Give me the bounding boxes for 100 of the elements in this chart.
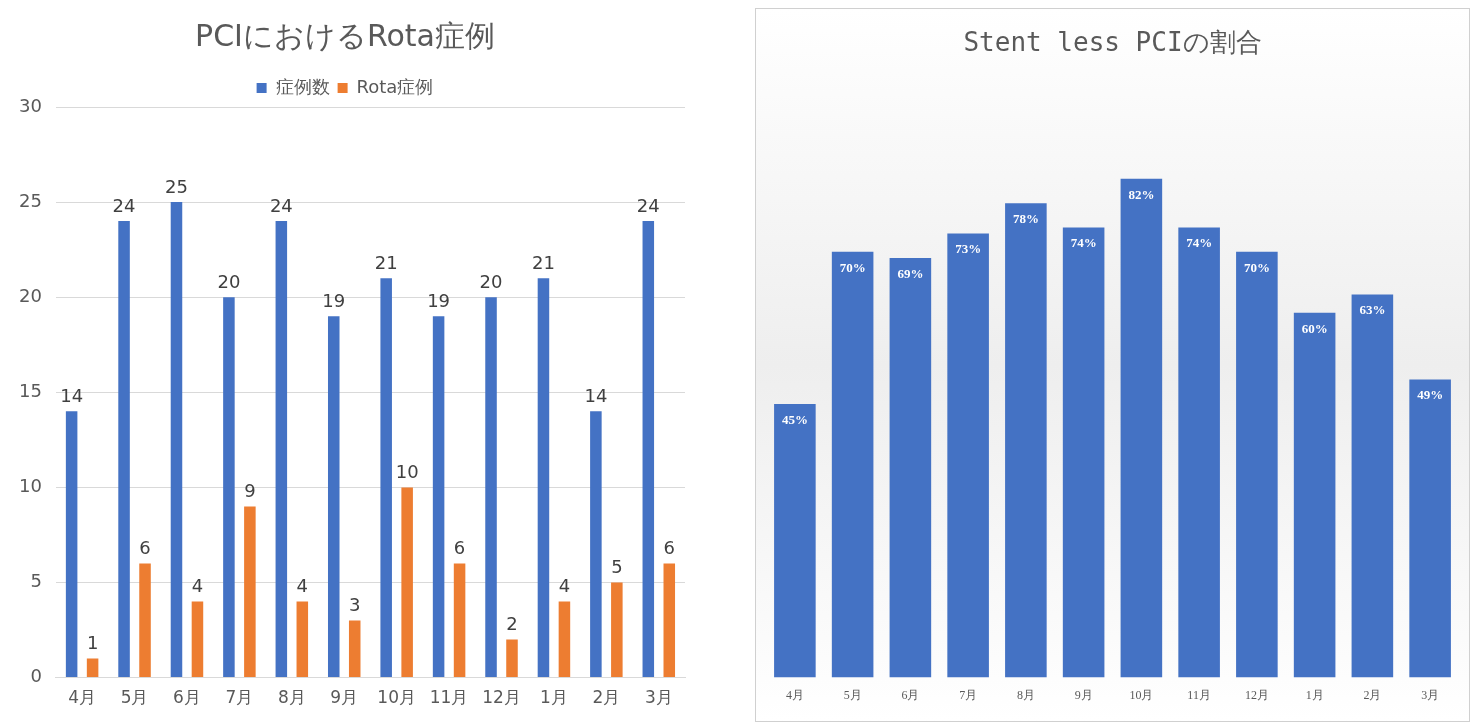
data-label: 14 (584, 384, 608, 406)
legend-label: Rota症例 (356, 75, 434, 97)
data-label: 73% (955, 241, 982, 257)
bar (1178, 227, 1220, 678)
y-tick-label: 0 (30, 665, 42, 687)
x-tick-label: 6月 (901, 687, 920, 702)
data-label: 70% (839, 259, 866, 275)
chart-title: PCIにおけるRota症例 (195, 17, 495, 53)
y-tick-label: 30 (19, 94, 42, 116)
y-tick-label: 20 (19, 284, 42, 306)
data-label: 63% (1359, 302, 1386, 318)
data-label: 78% (1012, 211, 1039, 227)
x-tick-label: 7月 (959, 687, 978, 702)
data-label: 24 (269, 194, 293, 216)
y-tick-label: 5 (30, 570, 42, 592)
y-tick-label: 15 (19, 379, 42, 401)
bar (432, 316, 445, 678)
bar (1409, 379, 1451, 678)
data-label: 74% (1070, 235, 1097, 251)
data-label: 14 (60, 384, 84, 406)
bar (1293, 312, 1336, 678)
bar (1062, 227, 1105, 678)
x-tick-label: 5月 (843, 687, 862, 702)
y-tick-label: 10 (19, 475, 42, 497)
data-label: 10 (395, 461, 419, 483)
data-label: 20 (217, 270, 241, 292)
data-label: 19 (427, 289, 451, 311)
x-tick-label: 3月 (644, 687, 673, 708)
x-tick-label: 11月 (429, 687, 469, 708)
data-label: 25 (165, 175, 188, 197)
data-label: 70% (1243, 259, 1270, 275)
bar (453, 563, 466, 678)
bar (244, 506, 256, 678)
data-label: 9 (244, 480, 256, 502)
data-label: 4 (296, 575, 309, 597)
data-label: 6 (139, 537, 151, 559)
data-label: 19 (322, 289, 346, 311)
bar (191, 601, 204, 678)
data-label: 24 (112, 194, 136, 216)
x-tick-label: 5月 (120, 687, 149, 708)
bar (1005, 203, 1047, 678)
bar (65, 411, 78, 678)
data-label: 74% (1186, 235, 1213, 251)
bar (1351, 294, 1394, 678)
x-tick-label: 8月 (1016, 687, 1035, 702)
data-label: 6 (663, 537, 675, 559)
x-tick-label: 4月 (68, 687, 97, 708)
bar (223, 297, 235, 678)
bar (611, 582, 623, 678)
bar (118, 221, 130, 678)
bar (558, 601, 571, 678)
data-label: 21 (532, 251, 555, 273)
y-tick-label: 25 (19, 189, 42, 211)
x-tick-label: 10月 (377, 687, 416, 708)
bar (831, 251, 874, 678)
x-tick-label: 3月 (1421, 687, 1440, 702)
x-tick-label: 8月 (277, 687, 306, 708)
bar (275, 221, 288, 678)
x-tick-label: 12月 (1244, 687, 1269, 702)
bar (889, 257, 932, 678)
bar (348, 620, 361, 678)
x-tick-label: 9月 (330, 687, 359, 708)
bar (947, 233, 989, 678)
chart-title: Stent less PCIの割合 (963, 27, 1262, 58)
bar (170, 202, 183, 678)
data-label: 45% (781, 411, 808, 427)
data-label: 69% (897, 265, 924, 281)
x-tick-label: 1月 (1305, 687, 1324, 702)
data-label: 4 (191, 575, 204, 597)
bar (327, 316, 340, 678)
bar (485, 297, 497, 678)
data-label: 60% (1301, 320, 1328, 336)
bar (506, 639, 518, 678)
bar (401, 487, 413, 678)
bar (774, 403, 816, 678)
x-tick-label: 2月 (1363, 687, 1382, 702)
bar (1236, 251, 1278, 678)
x-tick-label: 6月 (173, 687, 201, 708)
bar (663, 563, 676, 678)
bar (537, 278, 550, 678)
bar (380, 278, 392, 678)
bar (86, 658, 99, 678)
data-label: 24 (636, 194, 660, 216)
data-label: 49% (1417, 387, 1444, 403)
bar (139, 563, 151, 678)
x-tick-label: 7月 (225, 687, 254, 708)
x-tick-label: 4月 (785, 687, 804, 702)
data-label: 20 (479, 270, 503, 292)
x-tick-label: 9月 (1074, 687, 1093, 702)
bar (296, 601, 309, 678)
data-label: 3 (349, 594, 361, 616)
legend-label: 症例数 (275, 75, 330, 97)
bar (642, 221, 655, 678)
x-tick-label: 11月 (1187, 687, 1211, 702)
bar (590, 411, 602, 678)
x-tick-label: 12月 (482, 687, 521, 708)
x-tick-label: 1月 (540, 687, 568, 708)
data-label: 5 (611, 556, 623, 578)
data-label: 2 (506, 613, 518, 635)
data-label: 21 (374, 251, 398, 273)
